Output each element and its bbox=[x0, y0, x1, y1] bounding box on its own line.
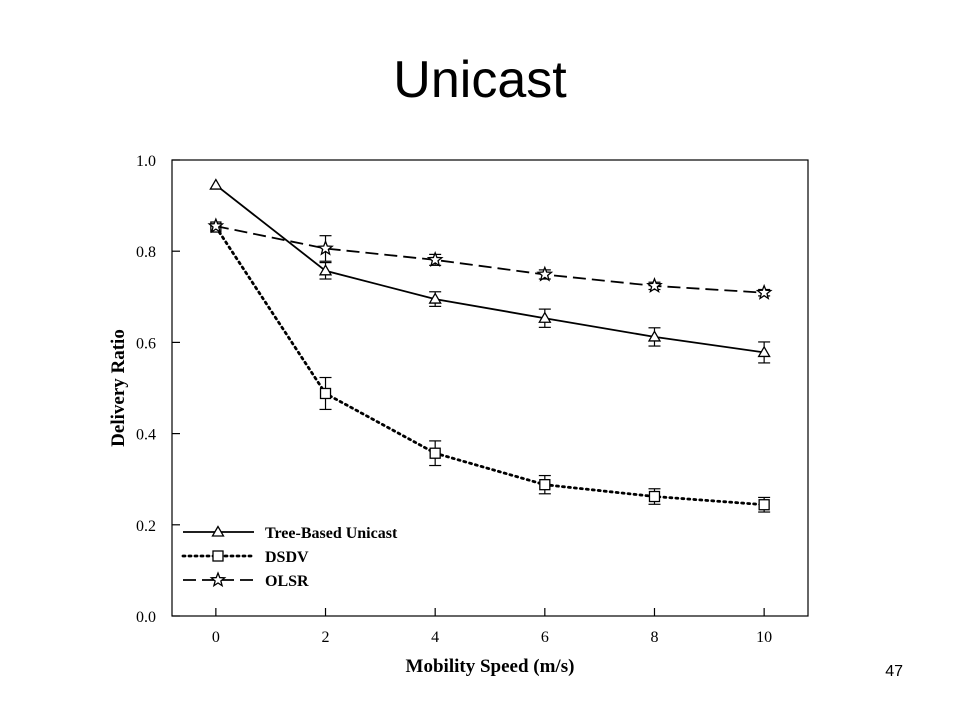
slide-title: Unicast bbox=[393, 51, 567, 109]
data-point bbox=[647, 330, 662, 342]
x-tick-label: 0 bbox=[212, 629, 220, 646]
data-point bbox=[319, 387, 332, 400]
data-point bbox=[646, 277, 663, 293]
data-point bbox=[757, 345, 771, 358]
x-axis-title: Mobility Speed (m/s) bbox=[406, 656, 575, 677]
legend-label: OLSR bbox=[265, 573, 309, 590]
y-tick-label: 0.0 bbox=[136, 609, 156, 626]
x-tick-label: 8 bbox=[650, 629, 658, 646]
series-line bbox=[215, 184, 765, 354]
data-point bbox=[538, 311, 552, 323]
series-line bbox=[215, 225, 765, 294]
y-tick-label: 1.0 bbox=[136, 153, 156, 170]
x-tick-label: 4 bbox=[431, 629, 439, 646]
data-point bbox=[755, 283, 773, 300]
data-point bbox=[539, 479, 551, 491]
y-tick-label: 0.8 bbox=[136, 244, 156, 261]
data-point bbox=[758, 499, 770, 511]
legend-label: Tree-Based Unicast bbox=[265, 525, 398, 542]
series-layer bbox=[207, 178, 773, 513]
x-tick-label: 2 bbox=[322, 629, 330, 646]
series-dsdv bbox=[210, 221, 771, 513]
y-axis: 0.0 0.2 0.4 0.6 0.8 1.0 bbox=[136, 153, 180, 626]
plot-frame bbox=[171, 159, 809, 617]
series-line bbox=[214, 225, 766, 507]
data-point bbox=[317, 239, 334, 256]
legend-marker bbox=[212, 550, 224, 562]
x-tick-label: 6 bbox=[541, 629, 549, 646]
y-tick-label: 0.2 bbox=[136, 518, 156, 535]
y-axis-title: Delivery Ratio bbox=[108, 329, 129, 447]
data-point bbox=[209, 178, 223, 190]
data-point bbox=[318, 264, 333, 276]
series-tree-based-unicast bbox=[209, 178, 771, 364]
data-point bbox=[428, 292, 442, 304]
y-tick-label: 0.6 bbox=[136, 335, 156, 352]
legend-marker bbox=[211, 525, 225, 537]
data-point bbox=[426, 251, 444, 267]
page-number: 47 bbox=[885, 663, 903, 680]
y-tick-label: 0.4 bbox=[136, 427, 156, 444]
legend: Tree-Based Unicast DSDV OLSR bbox=[181, 525, 398, 590]
x-tick-label: 10 bbox=[756, 629, 772, 646]
data-point bbox=[429, 447, 441, 459]
data-point bbox=[536, 265, 554, 282]
series-olsr bbox=[207, 217, 773, 300]
data-point bbox=[648, 490, 661, 503]
legend-marker bbox=[209, 571, 227, 588]
legend-label: DSDV bbox=[265, 549, 309, 566]
data-point bbox=[207, 217, 225, 234]
x-axis: 0 2 4 6 8 10 bbox=[212, 608, 772, 646]
